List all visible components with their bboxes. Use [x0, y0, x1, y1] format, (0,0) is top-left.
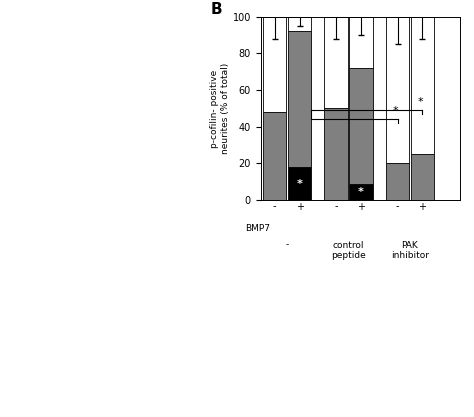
Text: *: *	[297, 178, 302, 188]
Bar	[324, 108, 348, 200]
Bar	[288, 17, 311, 31]
Text: control
peptide: control peptide	[331, 241, 366, 260]
Text: B: B	[211, 2, 223, 17]
Bar	[263, 17, 286, 112]
Text: *: *	[358, 187, 364, 197]
Y-axis label: p-cofilin- positive
neurites (% of total): p-cofilin- positive neurites (% of total…	[210, 63, 230, 154]
Text: PAK
inhibitor: PAK inhibitor	[391, 241, 429, 260]
Bar	[324, 17, 348, 108]
Bar	[263, 112, 286, 200]
Text: BMP7: BMP7	[245, 224, 270, 233]
Bar	[349, 17, 373, 68]
Bar	[386, 17, 409, 163]
Text: -: -	[285, 241, 289, 249]
Bar	[410, 17, 434, 154]
Bar	[288, 31, 311, 167]
Bar	[349, 68, 373, 183]
Bar	[288, 167, 311, 200]
Text: *: *	[392, 106, 398, 116]
Bar	[349, 183, 373, 200]
Bar	[410, 154, 434, 200]
Bar	[386, 163, 409, 200]
Text: *: *	[417, 97, 423, 107]
